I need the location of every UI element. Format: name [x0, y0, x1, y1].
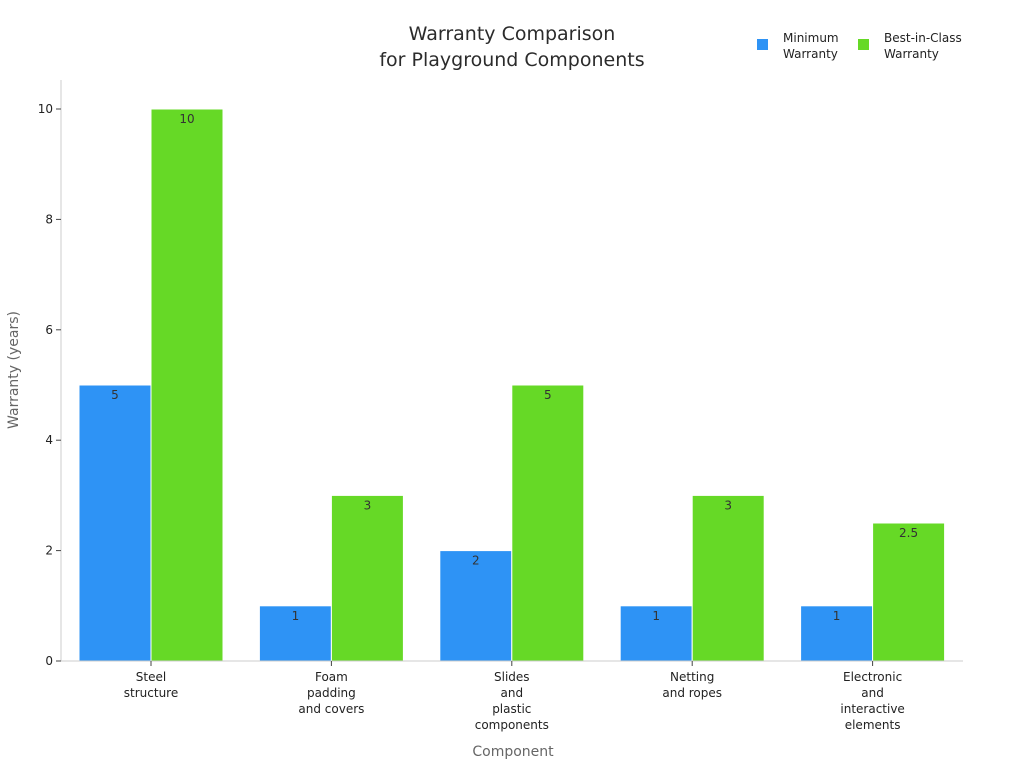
- x-tick-label: Foam padding and covers: [298, 670, 364, 716]
- bar-value-label: 1: [292, 609, 300, 623]
- bar-best-in-class: [330, 494, 404, 662]
- bar-value-label: 1: [652, 609, 660, 623]
- bar-value-label: 2.5: [899, 526, 918, 540]
- y-tick-label: 2: [45, 544, 53, 558]
- legend-label-minimum-line-1: Minimum: [783, 31, 839, 45]
- bar-best-in-class: [150, 108, 224, 662]
- y-tick-label: 4: [45, 433, 53, 447]
- y-tick-label: 8: [45, 212, 53, 226]
- y-axis: 0 2 4 6 8 10: [38, 80, 62, 668]
- bar-value-label: 1: [833, 609, 841, 623]
- bar-value-label: 3: [724, 498, 732, 512]
- chart-title-line-1: Warranty Comparison: [409, 23, 616, 45]
- y-tick-label: 0: [45, 654, 53, 668]
- y-axis-title: Warranty (years): [6, 311, 22, 429]
- bar-best-in-class: [511, 384, 585, 662]
- chart-title-line-2: for Playground Components: [379, 49, 644, 71]
- bar-value-label: 5: [544, 388, 552, 402]
- y-tick-label: 6: [45, 323, 53, 337]
- chart-title: Warranty Comparison for Playground Compo…: [379, 23, 644, 71]
- legend: Minimum Warranty Best-in-Class Warranty: [757, 31, 962, 61]
- bar-minimum: [78, 384, 152, 662]
- bar-minimum: [439, 550, 513, 662]
- bar-value-label: 2: [472, 554, 480, 568]
- x-tick-label: Netting and ropes: [662, 670, 722, 700]
- bar-value-label: 5: [111, 388, 119, 402]
- bar-value-label: 3: [364, 498, 372, 512]
- x-tick-label: Steel structure: [124, 670, 178, 700]
- x-axis: Steel structure Foam padding and covers Slide…: [61, 660, 963, 732]
- bar-value-label: 10: [179, 112, 194, 126]
- legend-label-minimum-line-2: Warranty: [783, 47, 838, 61]
- bar-minimum: [800, 605, 874, 662]
- x-axis-title: Component: [472, 744, 554, 760]
- bar-labels: 5 10 1 3 2 5 1 3 1 2.5: [111, 112, 918, 623]
- legend-swatch-best-in-class: [858, 39, 869, 50]
- y-tick-label: 10: [38, 102, 53, 116]
- legend-swatch-minimum: [757, 39, 768, 50]
- bar-minimum: [619, 605, 693, 662]
- bar-best-in-class: [691, 494, 765, 662]
- x-tick-label: Electronic and interactive elements: [840, 670, 904, 732]
- legend-label-best-in-class-line-2: Warranty: [884, 47, 939, 61]
- bars: [78, 108, 946, 662]
- bar-best-in-class: [872, 522, 946, 662]
- legend-label-best-in-class-line-1: Best-in-Class: [884, 31, 962, 45]
- x-tick-label: Slides and plastic components: [475, 670, 549, 732]
